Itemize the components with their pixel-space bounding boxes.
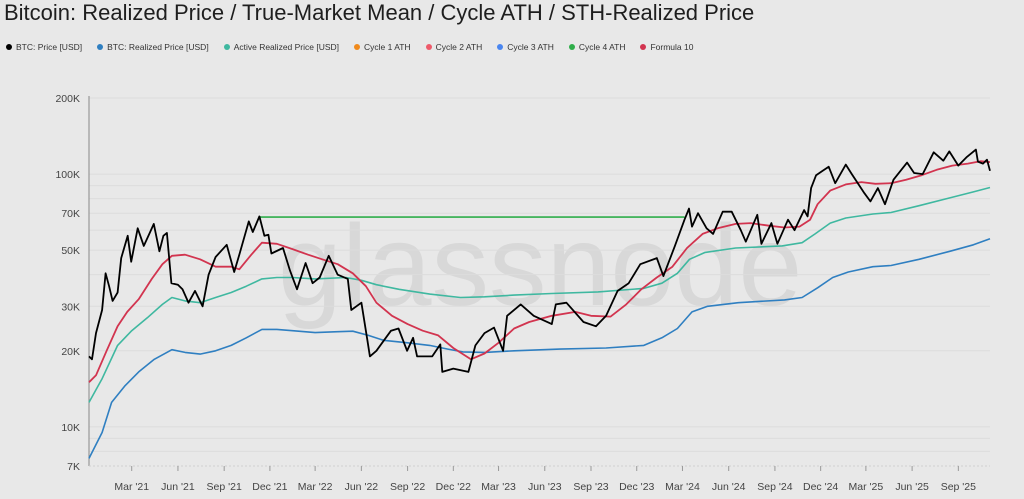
- y-tick-label: 200K: [55, 93, 80, 105]
- legend-dot-icon: [354, 44, 361, 50]
- legend-label: Cycle 4 ATH: [578, 42, 626, 52]
- y-tick-label: 7K: [67, 461, 80, 473]
- legend-item-btc-price-usd[interactable]: BTC: Price [USD]: [6, 42, 82, 52]
- watermark: glassnode: [278, 202, 802, 330]
- chart-title: Bitcoin: Realized Price / True-Market Me…: [4, 0, 755, 25]
- series-line-formula-10: [88, 160, 991, 383]
- x-tick-label: Dec '24: [803, 481, 838, 493]
- legend-dot-icon: [425, 44, 432, 50]
- legend-label: Cycle 1 ATH: [364, 42, 411, 52]
- x-tick-label: Sep '22: [390, 481, 425, 493]
- legend-label: Active Realized Price [USD]: [233, 42, 340, 52]
- legend-item-active-realized-price-usd[interactable]: Active Realized Price [USD]: [223, 42, 340, 52]
- x-tick-label: Jun '25: [895, 481, 929, 493]
- x-tick-label: Mar '21: [114, 481, 149, 493]
- y-tick-label: 100K: [55, 169, 80, 181]
- series-group: [88, 148, 991, 459]
- legend-dot-icon: [6, 44, 12, 50]
- y-tick-label: 10K: [61, 422, 80, 434]
- x-tick-label: Mar '23: [481, 481, 516, 493]
- legend-label: Cycle 2 ATH: [435, 42, 483, 52]
- x-tick-label: Dec '23: [619, 481, 654, 493]
- legend-dot-icon: [223, 44, 230, 50]
- x-tick-label: Jun '24: [712, 481, 746, 493]
- series-line-btc-price-usd: [88, 148, 991, 373]
- legend-label: Formula 10: [650, 42, 694, 52]
- legend-item-cycle-1-ath[interactable]: Cycle 1 ATH: [354, 42, 411, 52]
- legend-dot-icon: [568, 44, 575, 50]
- y-tick-label: 20K: [61, 346, 80, 358]
- series-line-btc-realized-price-usd: [88, 237, 991, 459]
- legend-label: BTC: Price [USD]: [16, 42, 83, 52]
- legend-dot-icon: [97, 44, 104, 50]
- x-axis: Mar '21 Jun '21 Sep '21 Dec '21 Mar '22 Jun '…: [89, 465, 990, 493]
- legend-label: BTC: Realized Price [USD]: [107, 42, 209, 52]
- gridlines: [89, 97, 990, 452]
- legend-item-cycle-4-ath[interactable]: Cycle 4 ATH: [568, 42, 626, 52]
- legend: BTC: Price [USD] BTC: Realized Price [USD…: [6, 42, 693, 52]
- legend-item-cycle-3-ath[interactable]: Cycle 3 ATH: [497, 42, 554, 52]
- y-axis: 200K 100K 70K 50K 30K 20K 10K 7K: [55, 93, 80, 473]
- x-tick-label: Mar '22: [298, 481, 333, 493]
- x-tick-label: Sep '24: [757, 481, 792, 493]
- y-tick-label: 30K: [61, 301, 80, 313]
- x-tick-label: Dec '22: [436, 481, 471, 493]
- x-tick-label: Jun '22: [345, 481, 379, 493]
- legend-item-cycle-2-ath[interactable]: Cycle 2 ATH: [425, 42, 483, 52]
- x-tick-label: Mar '24: [665, 481, 700, 493]
- legend-item-btc-realized-price-usd[interactable]: BTC: Realized Price [USD]: [97, 42, 209, 52]
- x-tick-label: Dec '21: [252, 481, 287, 493]
- y-tick-label: 50K: [61, 245, 80, 257]
- legend-dot-icon: [640, 44, 647, 50]
- legend-dot-icon: [497, 44, 504, 50]
- x-tick-label: Sep '25: [941, 481, 976, 493]
- x-tick-label: Mar '25: [849, 481, 884, 493]
- x-tick-label: Sep '21: [207, 481, 242, 493]
- legend-item-formula-10[interactable]: Formula 10: [640, 42, 693, 52]
- x-tick-label: Jun '23: [528, 481, 562, 493]
- legend-label: Cycle 3 ATH: [507, 42, 554, 52]
- y-tick-label: 70K: [61, 208, 80, 220]
- x-tick-label: Jun '21: [161, 481, 195, 493]
- series-line-active-realized-price-usd: [88, 186, 991, 403]
- x-tick-label: Sep '23: [573, 481, 608, 493]
